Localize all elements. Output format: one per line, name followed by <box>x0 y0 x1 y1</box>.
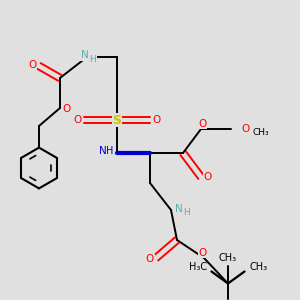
Text: O: O <box>198 248 207 258</box>
Text: S: S <box>112 113 122 127</box>
Text: O: O <box>198 118 207 129</box>
Text: N: N <box>81 50 88 61</box>
Text: H: H <box>90 55 96 64</box>
Text: N: N <box>175 203 182 214</box>
Text: O: O <box>242 124 250 134</box>
Text: CH₃: CH₃ <box>219 253 237 263</box>
Text: O: O <box>203 172 212 182</box>
Text: O: O <box>146 254 154 265</box>
Text: O: O <box>152 115 161 125</box>
Text: CH₃: CH₃ <box>252 128 268 137</box>
Text: O: O <box>73 115 82 125</box>
Text: H: H <box>106 146 113 157</box>
Text: O: O <box>28 59 37 70</box>
Text: H: H <box>183 208 190 217</box>
Text: H₃C: H₃C <box>189 262 207 272</box>
Text: CH₃: CH₃ <box>249 262 267 272</box>
Text: O: O <box>62 104 71 115</box>
Text: N: N <box>99 146 106 157</box>
